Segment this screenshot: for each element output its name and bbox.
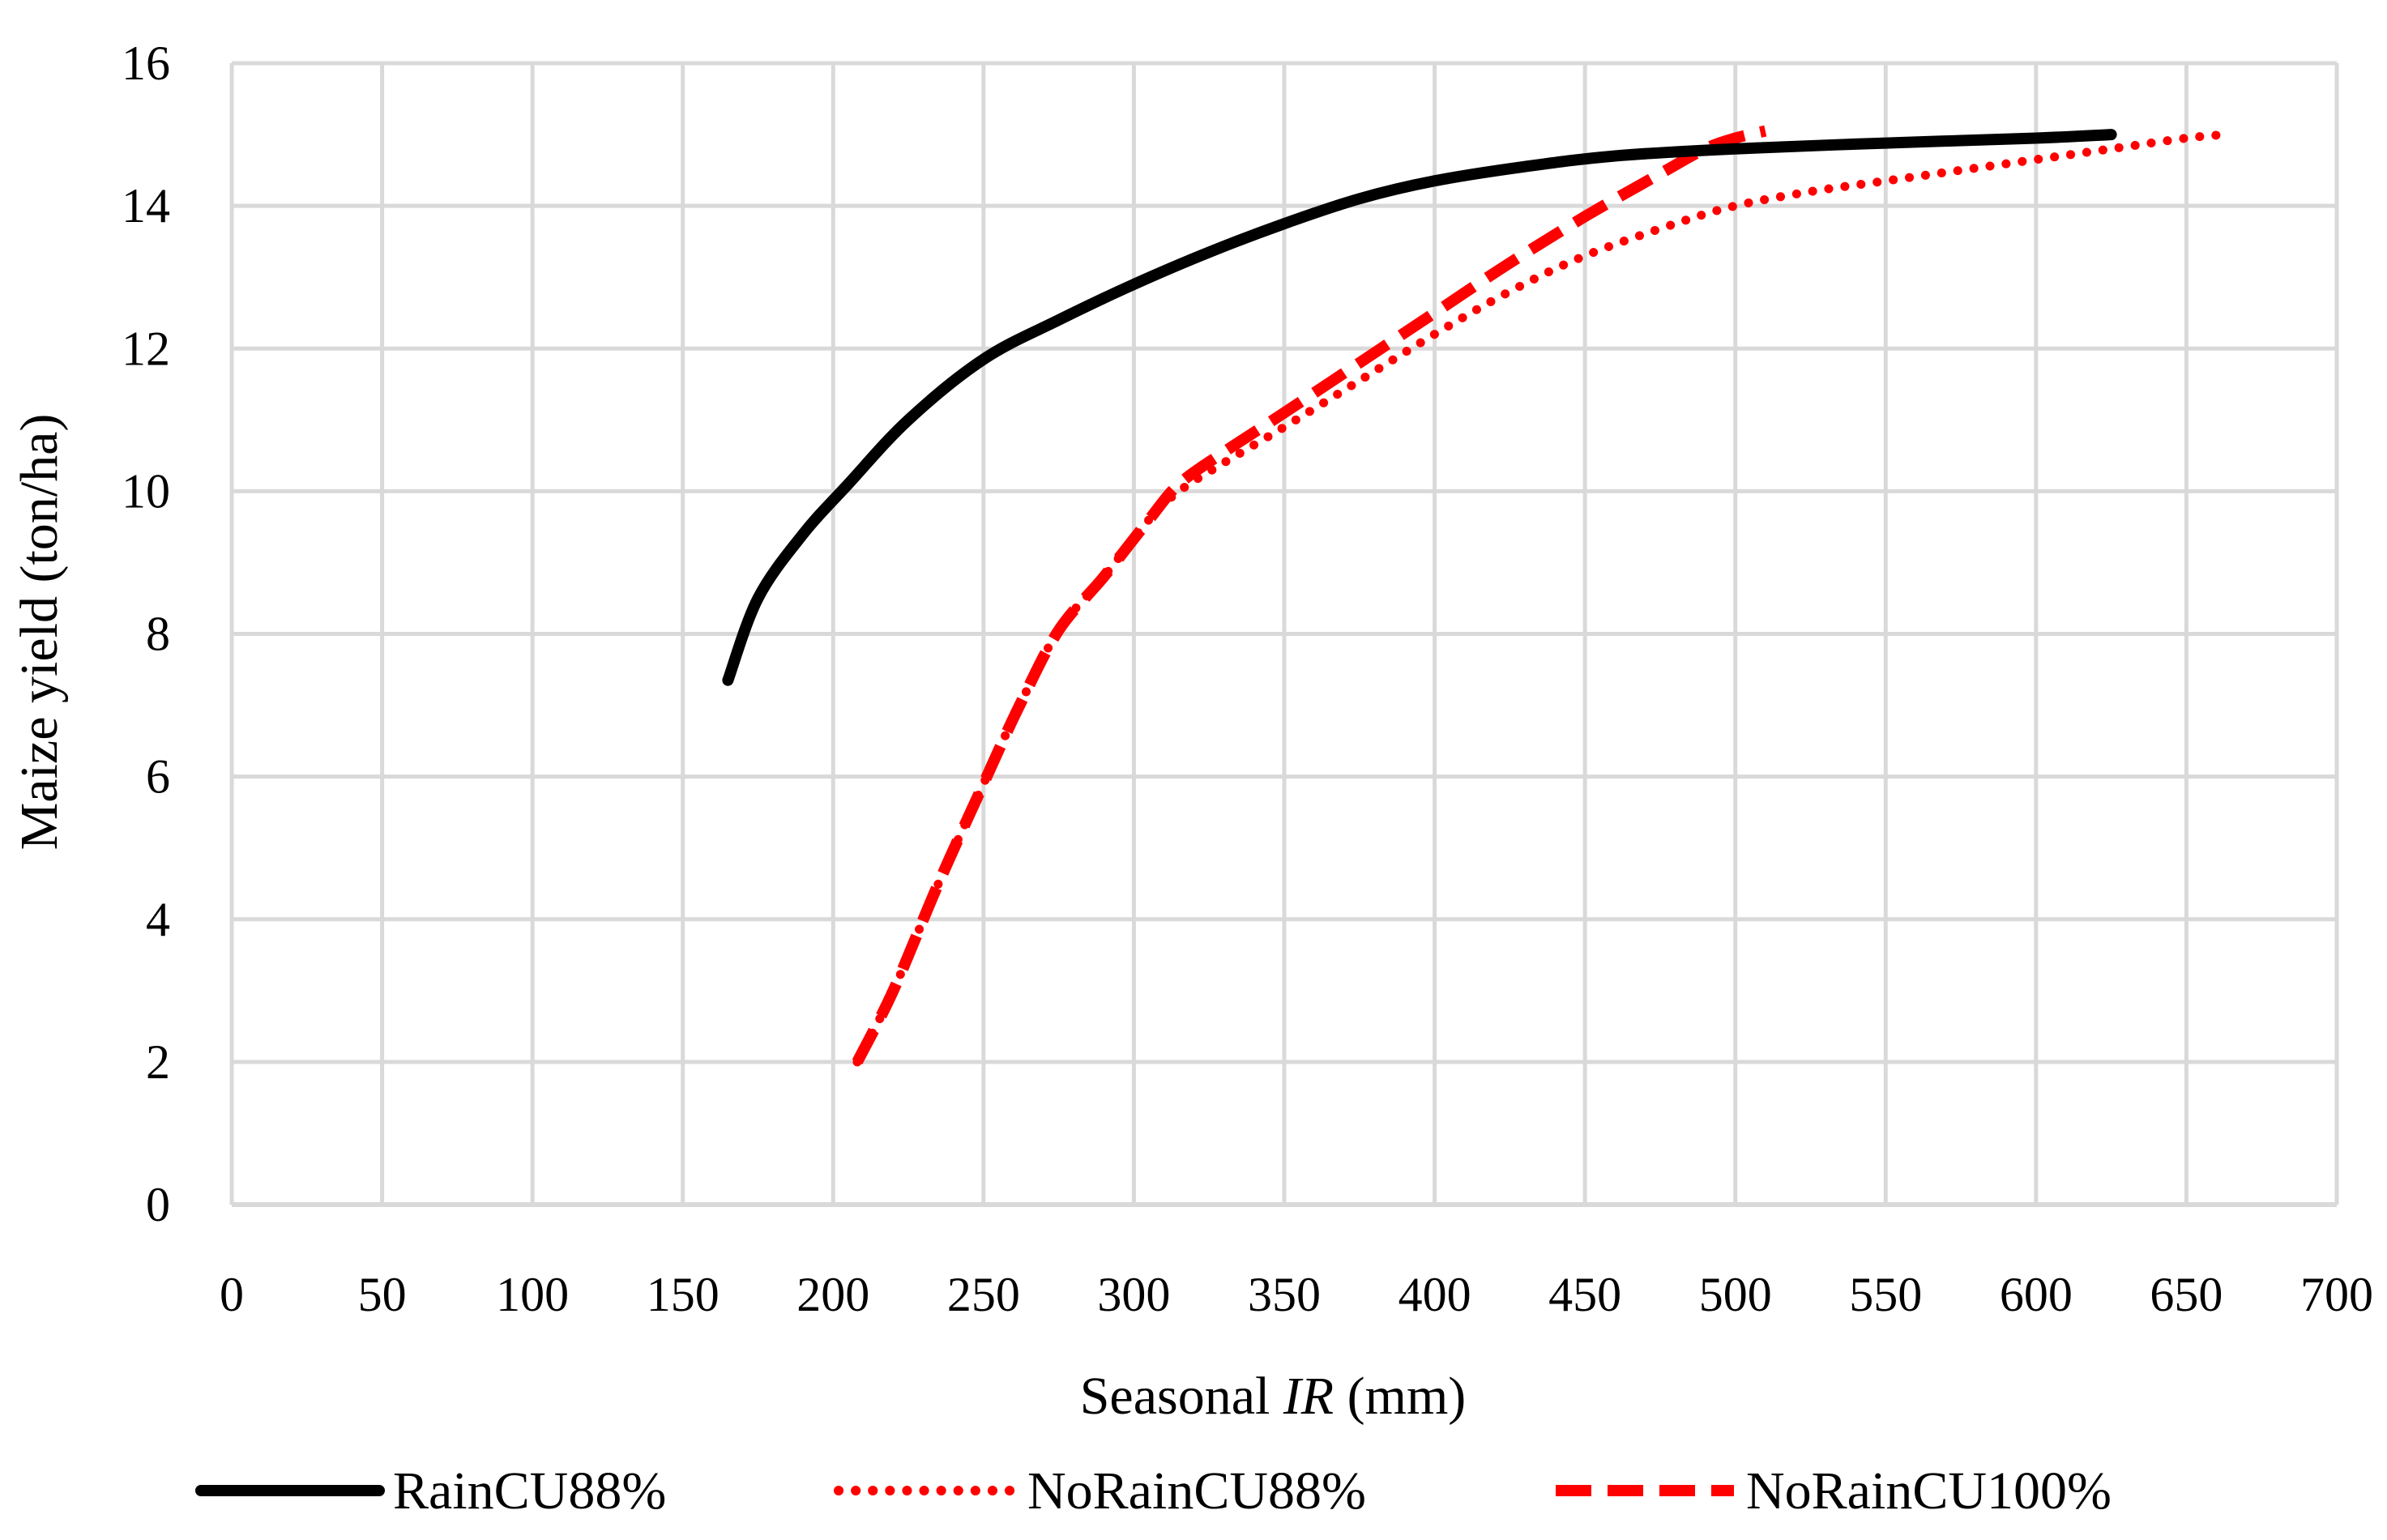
- y-tick-label: 2: [146, 1035, 170, 1089]
- x-tick-label: 450: [1548, 1268, 1621, 1321]
- x-tick-labels: 0 50 100 150 200 250 300 350 400 450 500 550 600 650 7…: [220, 1268, 2373, 1321]
- legend-item-noraincu100: NoRainCU100%: [1556, 1461, 2112, 1521]
- x-tick-label: 600: [2000, 1268, 2073, 1321]
- x-axis-title-part-3: (mm): [1334, 1367, 1466, 1426]
- series-lines: [722, 125, 2231, 1067]
- y-tick-labels: 0 2 4 6 8 10 12 14 16: [122, 36, 170, 1231]
- x-tick-label: 400: [1398, 1268, 1471, 1321]
- y-tick-label: 10: [122, 464, 170, 518]
- x-tick-label: 550: [1849, 1268, 1922, 1321]
- y-tick-label: 8: [146, 608, 170, 661]
- series-line-noraincu100: [852, 125, 1767, 1065]
- legend-item-raincu88: RainCU88%: [195, 1461, 666, 1521]
- legend-label-raincu88: RainCU88%: [393, 1461, 666, 1521]
- y-tick-label: 0: [146, 1178, 170, 1231]
- x-tick-label: 250: [947, 1268, 1020, 1321]
- grid-lines: [229, 61, 2339, 1205]
- legend: RainCU88% NoRainCU88% NoRainCU100%: [195, 1461, 2112, 1521]
- y-axis-title: Maize yield (ton/ha): [10, 414, 69, 851]
- x-tick-label: 100: [496, 1268, 569, 1321]
- legend-label-noraincu100: NoRainCU100%: [1746, 1461, 2112, 1521]
- x-axis-title-part-2: IR: [1283, 1367, 1334, 1426]
- legend-item-noraincu88: NoRainCU88%: [834, 1461, 1366, 1521]
- x-axis-title-part-1: Seasonal: [1080, 1367, 1283, 1426]
- series-line-raincu88: [722, 129, 2117, 686]
- x-tick-label: 50: [358, 1268, 407, 1321]
- x-tick-label: 150: [647, 1268, 720, 1321]
- y-tick-label: 12: [122, 322, 170, 375]
- y-tick-label: 6: [146, 750, 170, 804]
- legend-label-noraincu88: NoRainCU88%: [1027, 1461, 1366, 1521]
- x-axis-title: Seasonal IR (mm): [1080, 1367, 1467, 1426]
- x-tick-label: 500: [1699, 1268, 1772, 1321]
- x-tick-label: 700: [2300, 1268, 2373, 1321]
- x-tick-label: 650: [2150, 1268, 2223, 1321]
- x-tick-label: 0: [220, 1268, 244, 1321]
- y-tick-label: 16: [122, 36, 170, 90]
- y-tick-label: 4: [146, 893, 170, 946]
- x-tick-label: 350: [1248, 1268, 1321, 1321]
- x-tick-label: 300: [1097, 1268, 1170, 1321]
- x-tick-label: 200: [796, 1268, 869, 1321]
- series-line-noraincu88: [852, 130, 2231, 1067]
- y-tick-label: 14: [122, 179, 170, 232]
